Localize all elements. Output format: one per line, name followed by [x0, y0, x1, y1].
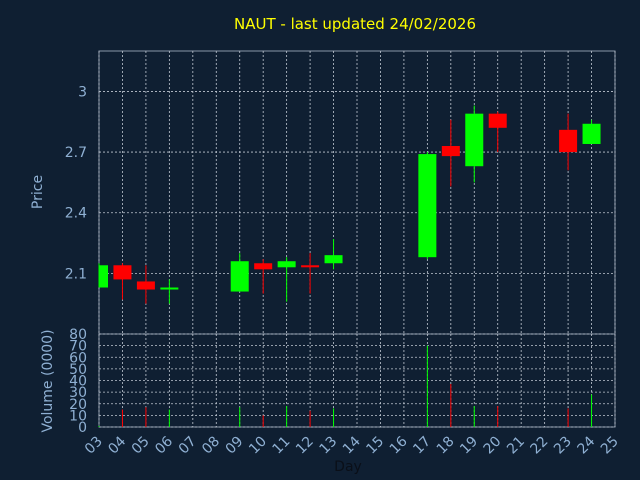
candle-17	[418, 152, 437, 260]
price-tick-label: 2.7	[65, 145, 87, 161]
volume-tick-label: 70	[69, 339, 87, 355]
candle-body	[99, 265, 108, 288]
volume-tick-label: 10	[69, 408, 87, 424]
candle-body	[324, 255, 343, 264]
candle-11	[277, 257, 296, 302]
candle-13	[324, 238, 343, 270]
price-y-ticks: 2.1 2.4 2.7 3	[65, 84, 87, 282]
candle-24	[582, 119, 601, 144]
candle-body	[277, 261, 296, 268]
price-tick-label: 2.4	[65, 206, 87, 222]
candle-04	[113, 263, 132, 300]
volume-tick-label: 40	[69, 374, 87, 390]
candle-09	[230, 253, 249, 292]
candle-body	[113, 265, 132, 280]
x-axis-ticks: 03 04 05 06 07 08 09 10 11 12 13 14 15 16 17 18 19 20 21 22…	[82, 433, 622, 457]
volume-tick-label: 60	[69, 350, 87, 366]
volume-axis-label: Volume (0000)	[40, 329, 56, 432]
candle-body	[254, 263, 273, 270]
candle-23	[559, 113, 578, 171]
candle-10	[254, 259, 273, 294]
candle-body	[418, 154, 437, 258]
candle-body	[465, 113, 484, 167]
candle-body	[160, 287, 179, 290]
candle-body	[582, 123, 601, 144]
volume-tick-label: 30	[69, 385, 87, 401]
candle-body	[559, 129, 578, 153]
candle-20	[488, 111, 507, 153]
x-axis-label: Day	[334, 459, 362, 475]
price-axis-label: Price	[30, 175, 46, 209]
volume-tick-label: 20	[69, 397, 87, 413]
price-panel: 2.1 2.4 2.7 3 Price	[30, 50, 616, 335]
candle-body	[230, 261, 249, 292]
candle-body	[301, 265, 320, 268]
candles	[98, 105, 601, 304]
price-tick-label: 3	[78, 84, 87, 100]
price-tick-label: 2.1	[65, 266, 87, 282]
volume-tick-label: 0	[78, 420, 87, 436]
volume-bars	[98, 345, 593, 427]
volume-tick-label: 80	[69, 327, 87, 343]
candle-03	[98, 263, 108, 288]
volume-tick-label: 50	[69, 362, 87, 378]
candle-18	[441, 119, 460, 187]
candle-body	[441, 146, 460, 157]
candle-06	[160, 279, 179, 304]
candle-19	[465, 105, 484, 183]
chart-title: NAUT - last updated 24/02/2026	[234, 15, 476, 33]
candle-body	[488, 113, 507, 128]
candle-05	[136, 265, 155, 304]
candle-12	[301, 253, 320, 294]
candle-body	[136, 281, 155, 290]
